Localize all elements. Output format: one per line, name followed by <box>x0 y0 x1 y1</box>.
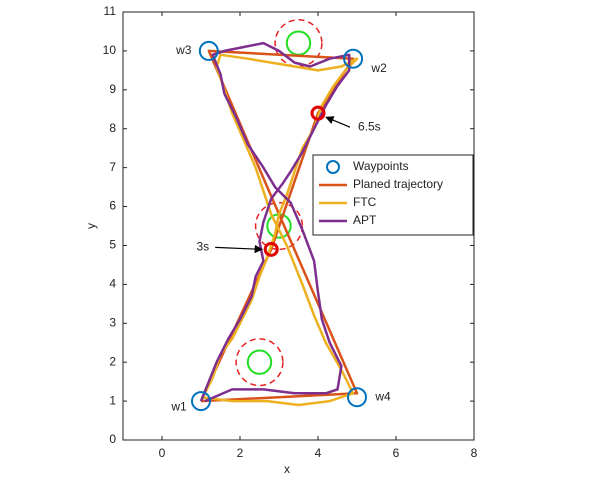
y-axis-label: y <box>84 223 98 229</box>
event-marker <box>310 105 326 121</box>
legend-label: Planed trajectory <box>353 177 443 191</box>
y-tick-label: 10 <box>103 43 117 57</box>
legend-marker <box>326 160 340 174</box>
x-tick-label: 6 <box>393 446 400 460</box>
safety-ring <box>235 338 284 387</box>
legend-label: Waypoints <box>353 159 409 173</box>
y-tick-label: 0 <box>109 432 116 446</box>
waypoint-label: w1 <box>170 399 187 413</box>
y-tick-label: 7 <box>109 160 116 174</box>
waypoint <box>343 48 364 69</box>
legend-label: FTC <box>353 195 377 209</box>
annotation: 6.5s <box>358 119 381 133</box>
x-tick-label: 8 <box>471 446 478 460</box>
y-tick-label: 8 <box>109 121 116 135</box>
safety-ring <box>254 201 304 251</box>
waypoint <box>191 391 211 412</box>
y-tick-label: 2 <box>109 354 116 368</box>
waypoint <box>198 40 219 61</box>
x-tick-label: 0 <box>159 446 166 460</box>
obstacle <box>246 349 273 375</box>
annotation-arrow <box>215 244 264 254</box>
y-tick-label: 1 <box>109 393 116 407</box>
x-axis-label: x <box>284 462 290 476</box>
y-tick-label: 5 <box>109 238 116 252</box>
safety-ring <box>274 19 323 68</box>
y-tick-label: 9 <box>109 82 116 96</box>
plot-frame <box>122 11 475 441</box>
waypoint <box>347 387 367 408</box>
trajectory <box>199 53 359 407</box>
annotation-arrow <box>325 116 351 128</box>
waypoint-label: w4 <box>374 389 391 403</box>
x-tick-label: 2 <box>237 446 244 460</box>
event-marker <box>263 241 279 257</box>
y-tick-label: 4 <box>109 277 116 291</box>
trajectory <box>199 49 359 403</box>
y-tick-label: 11 <box>104 4 117 18</box>
y-tick-label: 3 <box>109 315 116 329</box>
annotation: 3s <box>197 240 210 254</box>
x-tick-label: 4 <box>315 446 322 460</box>
obstacle <box>285 30 312 56</box>
legend-label: APT <box>353 213 377 227</box>
waypoint-label: w3 <box>175 43 192 57</box>
waypoint-label: w2 <box>370 61 387 75</box>
y-tick-label: 6 <box>109 199 116 213</box>
